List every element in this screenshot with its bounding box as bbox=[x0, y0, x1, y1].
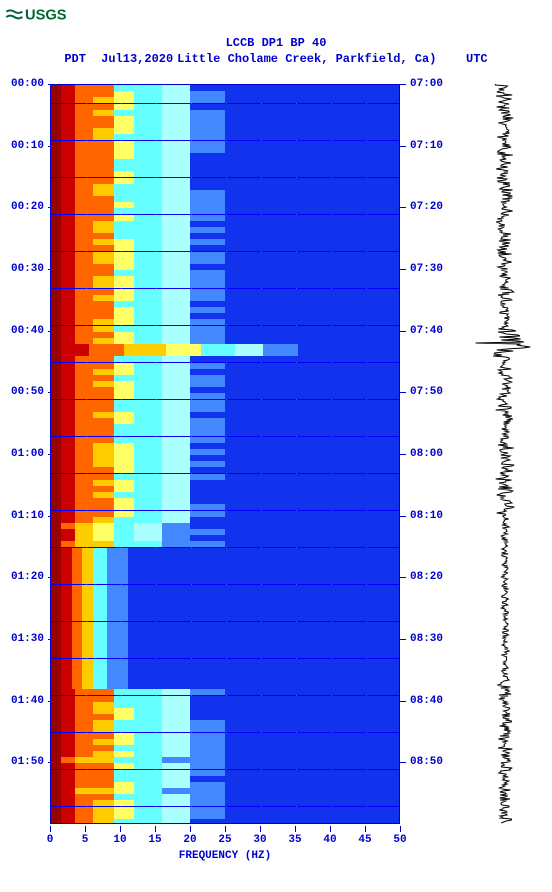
tick-mark bbox=[400, 84, 406, 85]
x-tick bbox=[260, 826, 261, 832]
x-tick-label: 0 bbox=[47, 834, 54, 846]
x-tick-label: 5 bbox=[82, 834, 89, 846]
y-tick-label: 07:30 bbox=[410, 263, 443, 275]
seismogram-trace bbox=[470, 84, 540, 824]
y-tick-label: 08:10 bbox=[410, 510, 443, 522]
y-tick-label: 08:40 bbox=[410, 695, 443, 707]
y-tick-label: 00:30 bbox=[11, 263, 44, 275]
y-axis-right: 07:0007:1007:2007:3007:4007:5008:0008:10… bbox=[400, 84, 460, 824]
x-tick-label: 25 bbox=[218, 834, 231, 846]
y-tick-label: 01:10 bbox=[11, 510, 44, 522]
x-tick bbox=[225, 826, 226, 832]
y-axis-left: 00:0000:1000:2000:3000:4000:5001:0001:10… bbox=[0, 84, 48, 824]
x-tick bbox=[330, 826, 331, 832]
y-tick-label: 01:20 bbox=[11, 571, 44, 583]
tick-mark bbox=[400, 207, 406, 208]
y-tick-label: 07:40 bbox=[410, 325, 443, 337]
y-tick-label: 00:20 bbox=[11, 201, 44, 213]
x-tick bbox=[295, 826, 296, 832]
y-tick-label: 08:50 bbox=[410, 756, 443, 768]
tick-mark bbox=[400, 516, 406, 517]
x-axis-label: FREQUENCY (HZ) bbox=[50, 850, 400, 862]
date-label: Jul13,2020 bbox=[101, 52, 173, 66]
y-tick-label: 00:50 bbox=[11, 386, 44, 398]
y-tick-label: 08:00 bbox=[410, 448, 443, 460]
tick-mark bbox=[400, 701, 406, 702]
tick-mark bbox=[400, 577, 406, 578]
y-tick-label: 08:20 bbox=[410, 571, 443, 583]
usgs-logo-svg: USGS bbox=[5, 5, 85, 25]
y-tick-label: 01:00 bbox=[11, 448, 44, 460]
x-tick-label: 35 bbox=[288, 834, 301, 846]
tick-mark bbox=[400, 762, 406, 763]
y-tick-label: 00:00 bbox=[11, 78, 44, 90]
x-tick bbox=[50, 826, 51, 832]
tick-mark bbox=[400, 639, 406, 640]
x-tick bbox=[120, 826, 121, 832]
x-tick-label: 10 bbox=[113, 834, 126, 846]
y-tick-label: 07:20 bbox=[410, 201, 443, 213]
y-tick-label: 07:00 bbox=[410, 78, 443, 90]
x-tick-label: 45 bbox=[358, 834, 371, 846]
tick-mark bbox=[400, 269, 406, 270]
y-tick-label: 00:40 bbox=[11, 325, 44, 337]
y-tick-label: 01:40 bbox=[11, 695, 44, 707]
y-tick-label: 08:30 bbox=[410, 633, 443, 645]
x-tick-label: 40 bbox=[323, 834, 336, 846]
x-tick-label: 20 bbox=[183, 834, 196, 846]
svg-text:USGS: USGS bbox=[25, 8, 67, 24]
y-tick-label: 01:50 bbox=[11, 756, 44, 768]
tick-mark bbox=[400, 331, 406, 332]
spectrogram-row bbox=[51, 819, 399, 824]
x-tick bbox=[190, 826, 191, 832]
x-tick bbox=[400, 826, 401, 832]
y-tick-label: 07:10 bbox=[410, 140, 443, 152]
tick-mark bbox=[400, 392, 406, 393]
seismogram-path bbox=[476, 84, 531, 823]
x-tick-label: 30 bbox=[253, 834, 266, 846]
spectrogram-canvas bbox=[50, 84, 400, 824]
y-tick-label: 07:50 bbox=[410, 386, 443, 398]
x-tick bbox=[365, 826, 366, 832]
subtitle-row: PDT Jul13,2020 Little Cholame Creek, Par… bbox=[0, 52, 552, 66]
x-tick bbox=[85, 826, 86, 832]
y-tick-label: 01:30 bbox=[11, 633, 44, 645]
x-tick-label: 50 bbox=[393, 834, 406, 846]
tz-left: PDT bbox=[64, 52, 86, 66]
y-tick-label: 00:10 bbox=[11, 140, 44, 152]
tz-right: UTC bbox=[466, 52, 488, 66]
spectrogram-chart bbox=[50, 84, 400, 824]
tick-mark bbox=[400, 146, 406, 147]
x-tick bbox=[155, 826, 156, 832]
chart-title: LCCB DP1 BP 40 bbox=[0, 36, 552, 50]
usgs-logo: USGS bbox=[5, 5, 85, 25]
location-label: Little Cholame Creek, Parkfield, Ca) bbox=[177, 52, 436, 66]
x-axis: FREQUENCY (HZ) 05101520253035404550 bbox=[50, 826, 400, 866]
x-tick-label: 15 bbox=[148, 834, 161, 846]
tick-mark bbox=[400, 454, 406, 455]
